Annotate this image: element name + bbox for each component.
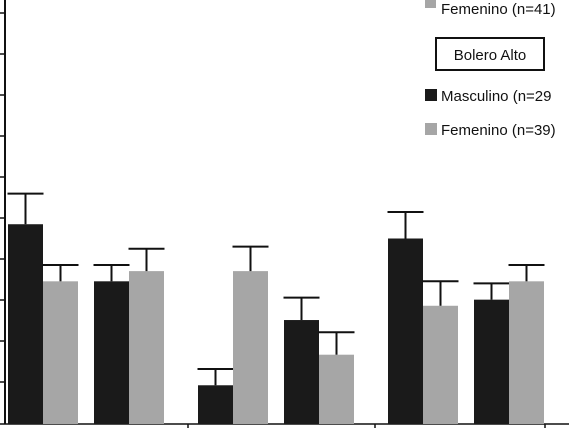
legend-swatch xyxy=(425,123,437,135)
legend-title-box xyxy=(435,37,545,71)
legend-label: Masculino (n=29 xyxy=(441,88,551,105)
chart-legend: Femenino (n=41) Bolero Alto Masculino (n=2… xyxy=(425,0,556,139)
bar-series-dark xyxy=(474,299,509,424)
bar-series-light xyxy=(319,354,354,424)
bar-series-dark xyxy=(8,224,43,424)
bar-series-dark xyxy=(94,281,129,424)
legend-label: Femenino (n=39) xyxy=(441,122,556,139)
legend-swatch xyxy=(425,0,436,8)
bar-series-light xyxy=(43,281,78,424)
legend-label: Femenino (n=41) xyxy=(441,1,556,18)
bar-series-light xyxy=(129,271,164,424)
bar-series-dark xyxy=(284,320,319,424)
bar-series-light xyxy=(233,271,268,424)
legend-swatch xyxy=(425,89,437,101)
bar-series-dark xyxy=(388,238,423,424)
bar-series-light xyxy=(509,281,544,424)
bar-series-dark xyxy=(198,385,233,424)
legend-title: Bolero Alto xyxy=(454,47,527,64)
bar-series-light xyxy=(423,305,458,424)
chart-bars xyxy=(7,192,545,424)
